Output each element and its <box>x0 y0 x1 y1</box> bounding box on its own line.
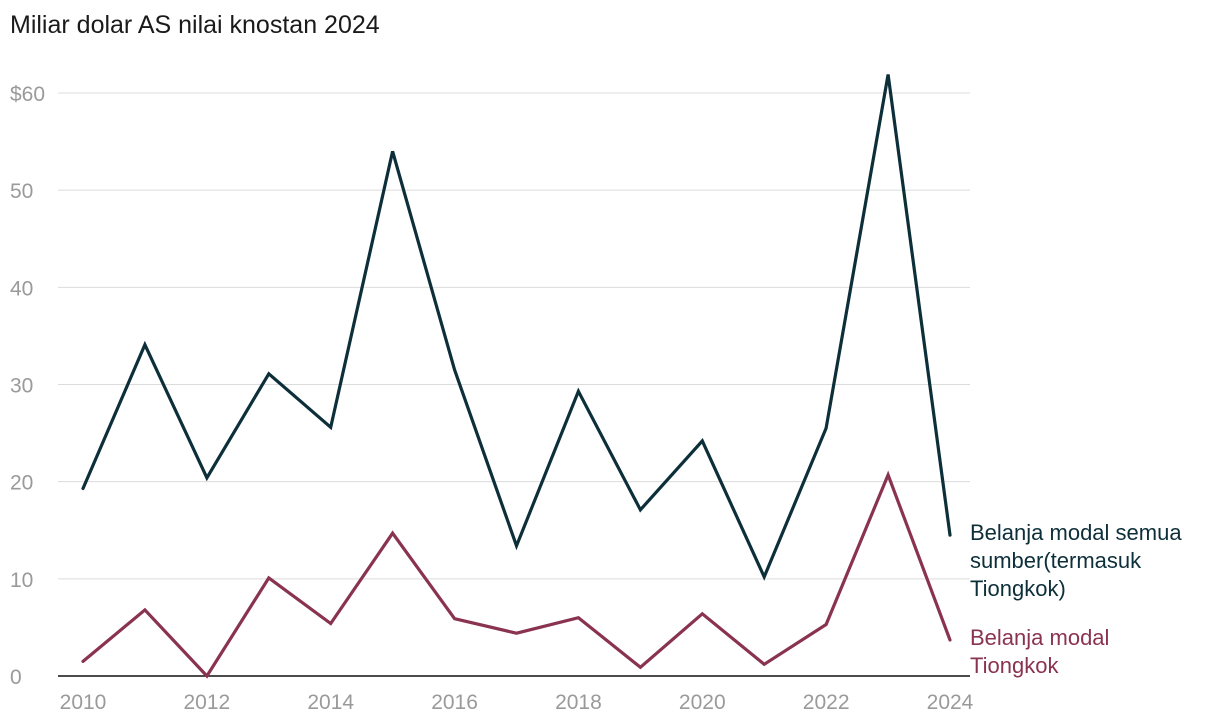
y-tick-label: 30 <box>10 375 33 398</box>
series-label-china: Belanja modal <box>970 625 1109 650</box>
x-tick-label: 2022 <box>803 691 850 714</box>
x-tick-label: 2016 <box>431 691 478 714</box>
x-tick-label: 2014 <box>307 691 354 714</box>
x-tick-label: 2024 <box>927 691 974 714</box>
y-tick-label: 40 <box>10 277 33 300</box>
y-tick-label: 20 <box>10 472 33 495</box>
series-label-china: Tiongkok <box>970 653 1059 678</box>
x-tick-label: 2018 <box>555 691 602 714</box>
series-label-all-sources: Tiongkok) <box>970 576 1066 601</box>
series-line-china <box>81 470 952 679</box>
series-lines <box>81 74 952 679</box>
gridlines <box>58 92 970 580</box>
y-tick-label: 50 <box>10 180 33 203</box>
x-tick-label: 2010 <box>60 691 107 714</box>
y-axis-ticks: 0 10 20 30 40 50 $60 <box>10 83 45 689</box>
x-tick-label: 2020 <box>679 691 726 714</box>
series-label-all-sources: sumber(termasuk <box>970 548 1142 573</box>
x-tick-label: 2012 <box>183 691 230 714</box>
y-tick-label: $60 <box>10 83 45 106</box>
series-labels: Belanja modal semua sumber(termasuk Tiongk… <box>970 520 1182 678</box>
y-tick-label: 10 <box>10 569 33 592</box>
chart-subtitle: Miliar dolar AS nilai knostan 2024 <box>10 11 380 39</box>
series-line-all-sources <box>81 74 952 581</box>
x-axis-ticks: 2010 2012 2014 2016 2018 2020 2022 2024 <box>60 691 974 714</box>
series-label-all-sources: Belanja modal semua <box>970 520 1182 545</box>
y-tick-label: 0 <box>10 666 22 689</box>
